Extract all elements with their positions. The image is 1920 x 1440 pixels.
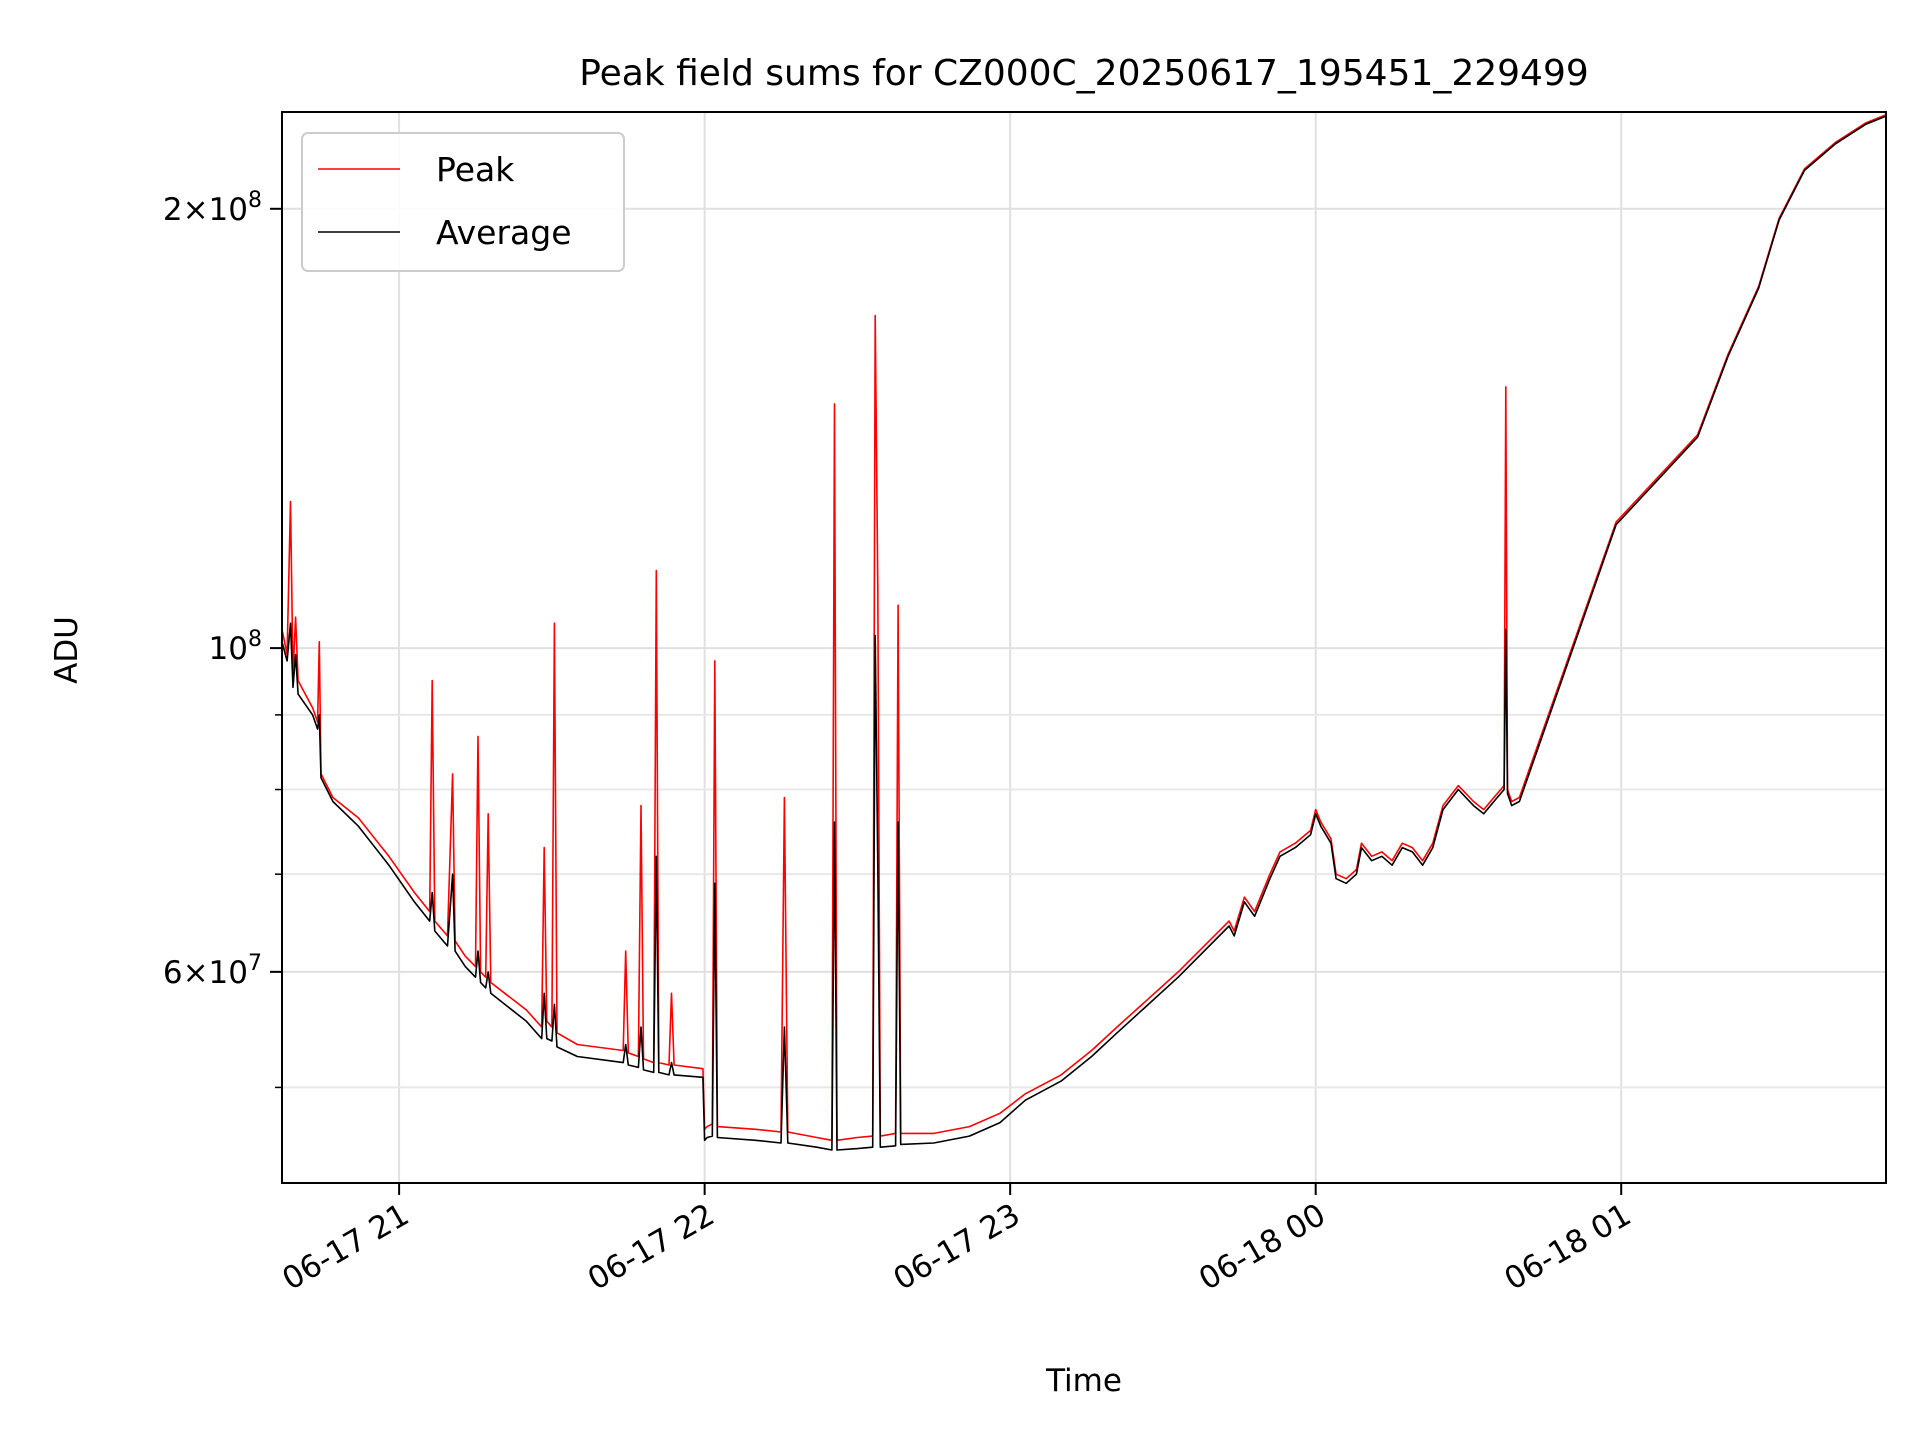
y-tick-label: 2×108: [163, 188, 262, 228]
x-tick-label: 06-17 22: [582, 1197, 721, 1298]
x-axis-label: Time: [1045, 1363, 1122, 1399]
x-tick-label: 06-18 01: [1498, 1197, 1637, 1298]
legend-label-average: Average: [436, 213, 572, 252]
y-tick-label: 6×107: [163, 951, 262, 991]
x-tick-label: 06-17 21: [276, 1197, 415, 1298]
series-line-average: [281, 115, 1887, 1151]
x-tick-label: 06-18 00: [1193, 1197, 1332, 1298]
y-tick-label: 108: [209, 627, 262, 667]
series-line-peak: [281, 113, 1887, 1142]
x-tick-label: 06-17 23: [887, 1197, 1026, 1298]
chart-title: Peak field sums for CZ000C_20250617_1954…: [579, 53, 1589, 94]
legend-box: [301, 132, 625, 272]
series-layer: [281, 113, 1887, 1151]
legend-label-peak: Peak: [436, 150, 515, 189]
y-axis-label: ADU: [49, 616, 85, 684]
legend: Peak Average: [301, 132, 625, 272]
grid: [282, 112, 1886, 1183]
